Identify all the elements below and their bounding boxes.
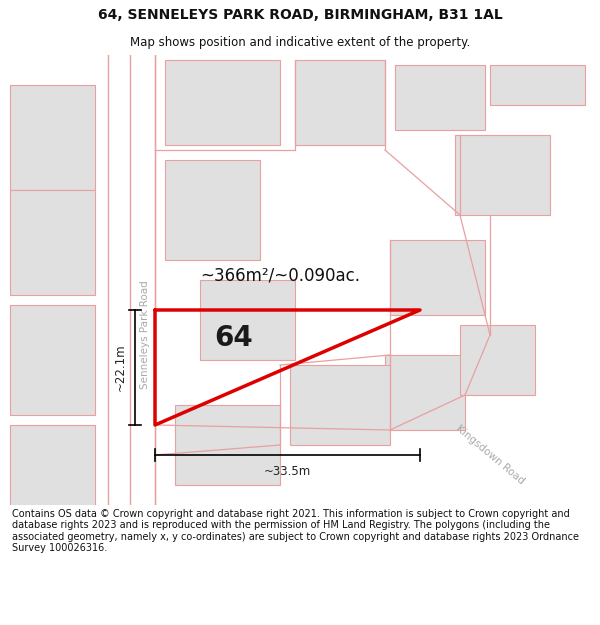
Polygon shape: [176, 621, 591, 625]
Bar: [395, 65, 485, 130]
Bar: [490, 65, 585, 105]
Text: ~22.1m: ~22.1m: [114, 344, 127, 391]
Bar: [10, 425, 95, 530]
Bar: [10, 305, 95, 415]
Text: ~366m²/~0.090ac.: ~366m²/~0.090ac.: [200, 267, 360, 285]
Bar: [290, 365, 390, 445]
Bar: [165, 160, 260, 260]
Bar: [200, 280, 295, 360]
Text: Senneleys Park Road: Senneleys Park Road: [140, 281, 150, 389]
Text: Kingsdown Road: Kingsdown Road: [454, 424, 526, 486]
Bar: [460, 325, 535, 395]
Bar: [390, 240, 485, 315]
Bar: [385, 355, 465, 430]
Bar: [455, 135, 550, 215]
Text: ~33.5m: ~33.5m: [264, 465, 311, 478]
Text: 64: 64: [214, 324, 253, 352]
Text: Contains OS data © Crown copyright and database right 2021. This information is : Contains OS data © Crown copyright and d…: [12, 509, 579, 553]
Text: Map shows position and indicative extent of the property.: Map shows position and indicative extent…: [130, 36, 470, 49]
Bar: [165, 60, 280, 145]
Bar: [10, 85, 95, 190]
Text: 64, SENNELEYS PARK ROAD, BIRMINGHAM, B31 1AL: 64, SENNELEYS PARK ROAD, BIRMINGHAM, B31…: [98, 8, 502, 22]
Bar: [10, 190, 95, 295]
Bar: [295, 60, 385, 145]
Bar: [175, 405, 280, 485]
